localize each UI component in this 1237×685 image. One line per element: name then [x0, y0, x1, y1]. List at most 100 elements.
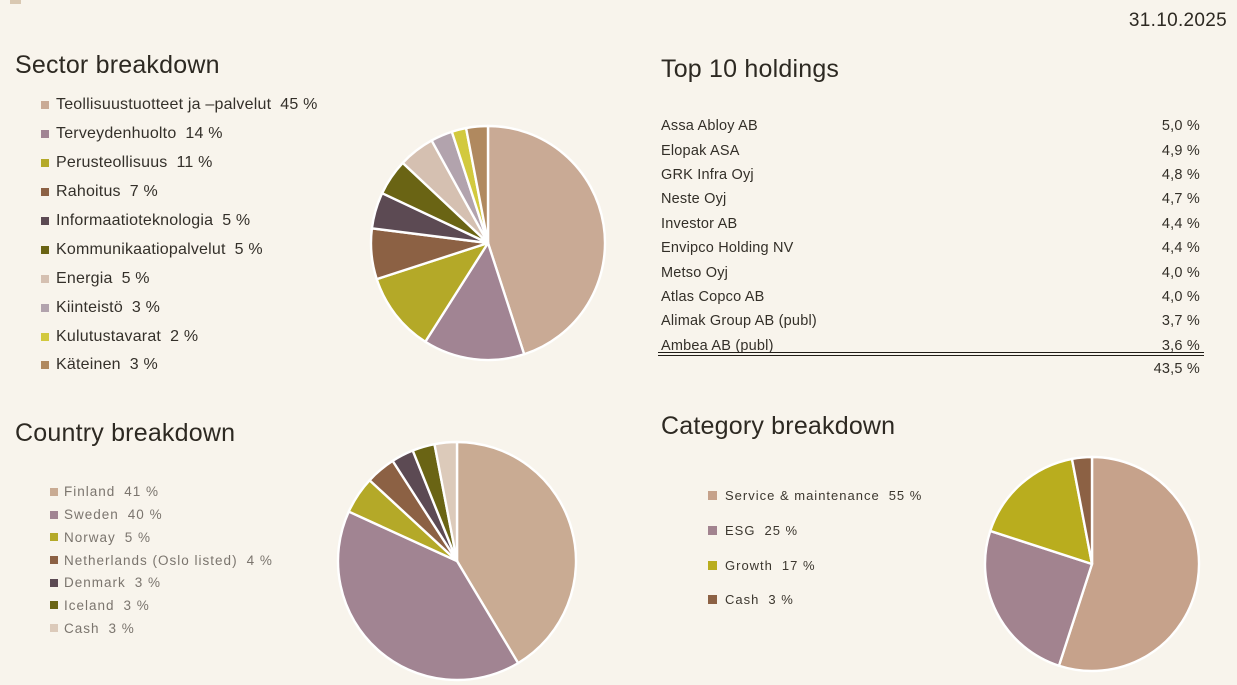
corner-mark	[10, 0, 21, 4]
legend-item: Energia 5 %	[41, 264, 318, 293]
pie-slice	[1057, 455, 1201, 673]
legend-item: Kulutustavarat 2 %	[41, 322, 318, 351]
sector-breakdown-title: Sector breakdown	[15, 50, 220, 79]
holding-name: Envipco Holding NV	[661, 240, 794, 257]
legend-item: Sweden 40 %	[50, 503, 273, 526]
legend-item: Norway 5 %	[50, 526, 273, 549]
legend-value: 4 %	[246, 552, 273, 568]
legend-swatch-icon	[708, 526, 717, 536]
legend-label: Sweden	[64, 507, 119, 523]
country-pie-chart	[336, 440, 578, 682]
legend-swatch-icon	[50, 624, 58, 633]
legend-swatch-icon	[41, 130, 49, 139]
holding-name: Metso Oyj	[661, 264, 729, 281]
legend-item: Cash 3 %	[708, 582, 922, 617]
holding-name: Assa Abloy AB	[661, 118, 758, 135]
legend-label: Finland	[64, 484, 116, 500]
holding-weight: 4,4 %	[1161, 215, 1200, 232]
legend-swatch-icon	[50, 510, 58, 519]
pie-slice	[375, 241, 490, 343]
top-holdings-title: Top 10 holdings	[661, 54, 840, 83]
table-row: Investor AB 4,4 %	[658, 212, 1204, 236]
legend-value: 5 %	[234, 240, 263, 258]
sector-pie-chart	[369, 124, 607, 362]
table-row: GRK Infra Oyj 4,8 %	[658, 163, 1204, 187]
legend-swatch-icon	[50, 601, 58, 610]
holding-name: Ambea AB (publ)	[661, 337, 774, 354]
legend-label: Käteinen	[56, 356, 121, 374]
legend-value: 3 %	[129, 356, 158, 374]
pie-slice	[983, 529, 1094, 667]
legend-item: Iceland 3 %	[50, 594, 273, 617]
legend-item: Terveydenhuolto 14 %	[41, 120, 318, 149]
legend-value: 11 %	[176, 154, 213, 172]
holding-name: Investor AB	[661, 215, 738, 232]
legend-item: ESG 25 %	[708, 513, 922, 548]
table-row: Atlas Copco AB 4,0 %	[658, 285, 1204, 309]
holding-name: Elopak ASA	[661, 142, 740, 159]
legend-label: Kulutustavarat	[56, 327, 162, 345]
holding-weight: 4,7 %	[1161, 191, 1200, 208]
legend-value: 3 %	[108, 620, 135, 636]
pie-slice	[336, 510, 520, 682]
legend-label: Rahoitus	[56, 183, 121, 201]
legend-label: Cash	[64, 620, 100, 636]
legend-item: Denmark 3 %	[50, 571, 273, 594]
legend-swatch-icon	[41, 217, 49, 225]
legend-label: Kommunikaatiopalvelut	[56, 240, 226, 258]
legend-value: 3 %	[134, 575, 162, 591]
top-holdings-table: Assa Abloy AB 5,0 % Elopak ASA 4,9 % GRK…	[658, 114, 1204, 358]
legend-label: Denmark	[64, 575, 126, 591]
legend-value: 3 %	[131, 298, 161, 316]
legend-swatch-icon	[708, 595, 717, 605]
legend-value: 3 %	[123, 597, 150, 613]
legend-swatch-icon	[708, 491, 717, 501]
pie-slice	[464, 124, 490, 245]
legend-label: ESG	[725, 523, 756, 539]
legend-item: Perusteollisuus 11 %	[41, 149, 318, 178]
table-row: Alimak Group AB (publ) 3,7 %	[658, 309, 1204, 333]
country-legend: Finland 41 % Sweden 40 % Norway 5 % Neth…	[50, 481, 273, 640]
legend-swatch-icon	[50, 533, 58, 542]
holding-weight: 3,6 %	[1161, 337, 1200, 354]
table-row: Neste Oyj 4,7 %	[658, 187, 1204, 211]
category-pie-chart	[983, 455, 1201, 673]
legend-label: Terveydenhuolto	[56, 125, 177, 143]
legend-label: Norway	[64, 529, 116, 545]
legend-item: Kiinteistö 3 %	[41, 293, 318, 322]
legend-item: Teollisuustuotteet ja –palvelut 45 %	[41, 91, 318, 120]
legend-swatch-icon	[50, 578, 58, 587]
pie-slice	[455, 440, 578, 665]
legend-value: 14 %	[185, 125, 223, 143]
legend-label: Kiinteistö	[56, 298, 123, 316]
table-row: Assa Abloy AB 5,0 %	[658, 114, 1204, 138]
legend-label: Growth	[725, 557, 773, 573]
holding-weight: 4,4 %	[1161, 240, 1200, 257]
holding-weight: 4,9 %	[1161, 142, 1200, 159]
legend-item: Rahoitus 7 %	[41, 178, 318, 207]
legend-label: Iceland	[64, 597, 115, 613]
legend-item: Cash 3 %	[50, 617, 273, 640]
pie-slice	[486, 124, 607, 356]
legend-item: Informaatioteknologia 5 %	[41, 207, 318, 236]
legend-value: 5 %	[121, 269, 150, 287]
holding-name: Atlas Copco AB	[661, 288, 765, 305]
holding-weight: 4,8 %	[1161, 166, 1200, 183]
holding-weight: 5,0 %	[1161, 118, 1200, 135]
legend-value: 5 %	[222, 212, 251, 229]
legend-value: 25 %	[764, 523, 799, 539]
legend-swatch-icon	[50, 487, 58, 496]
legend-item: Service & maintenance 55 %	[708, 479, 922, 514]
legend-label: Perusteollisuus	[56, 154, 168, 172]
legend-swatch-icon	[708, 560, 717, 570]
legend-item: Käteinen 3 %	[41, 351, 318, 380]
holding-name: GRK Infra Oyj	[661, 166, 754, 183]
legend-label: Netherlands (Oslo listed)	[64, 552, 238, 568]
legend-item: Finland 41 %	[50, 481, 273, 504]
legend-swatch-icon	[41, 188, 49, 197]
legend-value: 55 %	[888, 488, 923, 504]
legend-label: Service & maintenance	[725, 488, 880, 504]
legend-swatch-icon	[41, 332, 49, 341]
legend-item: Netherlands (Oslo listed) 4 %	[50, 549, 273, 572]
